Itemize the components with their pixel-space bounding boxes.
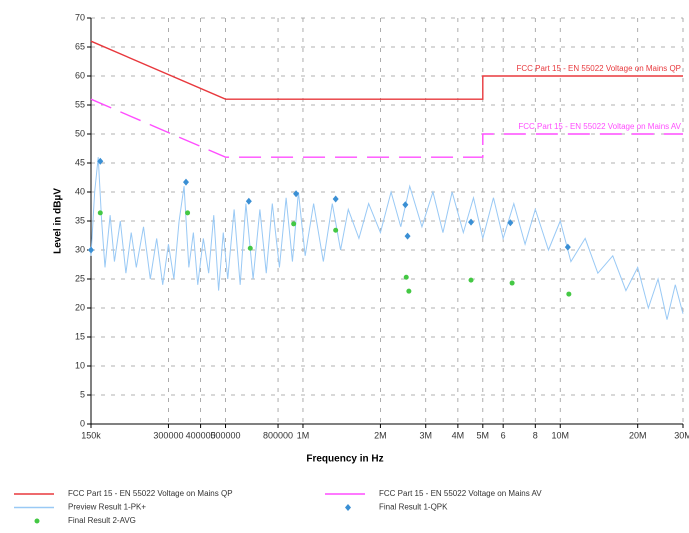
x-tick-label: 8 — [533, 430, 538, 440]
x-tick-label: 1M — [297, 430, 310, 440]
x-tick-label: 3M — [419, 430, 432, 440]
qpk-point — [293, 190, 300, 198]
y-tick-label: 45 — [75, 157, 85, 167]
y-tick-label: 25 — [75, 273, 85, 283]
y-tick-label: 70 — [75, 12, 85, 22]
y-tick-label: 40 — [75, 186, 85, 196]
qpk-point — [245, 197, 252, 205]
qpk-point — [332, 195, 339, 203]
x-tick-label: 5M — [477, 430, 490, 440]
legend-label: Final Result 2-AVG — [68, 516, 136, 525]
qpk-point — [507, 219, 514, 227]
x-tick-label: 10M — [551, 430, 569, 440]
qpk-point — [88, 246, 94, 254]
series-line — [90, 157, 684, 320]
avg-point — [333, 227, 339, 233]
x-tick-label: 30M — [674, 430, 689, 440]
legend-label: FCC Part 15 - EN 55022 Voltage on Mains … — [68, 489, 233, 498]
qpk-point — [97, 157, 104, 165]
y-tick-label: 65 — [75, 41, 85, 51]
y-tick-label: 55 — [75, 99, 85, 109]
y-tick-label: 35 — [75, 215, 85, 225]
avg-point — [406, 288, 412, 294]
limit-annotation: FCC Part 15 - EN 55022 Voltage on Mains … — [516, 64, 681, 73]
avg-point — [34, 518, 40, 524]
x-tick-label: 6 — [501, 430, 506, 440]
series-line — [90, 40, 683, 100]
avg-point — [247, 245, 253, 251]
qpk-point — [345, 504, 351, 511]
avg-point — [566, 291, 572, 297]
y-tick-label: 10 — [75, 360, 85, 370]
x-tick-label: 2M — [374, 430, 387, 440]
x-axis-label: Frequency in Hz — [306, 454, 383, 465]
avg-point — [185, 210, 191, 216]
x-tick-label: 150k — [81, 430, 101, 440]
y-tick-label: 30 — [75, 244, 85, 254]
series-line — [90, 98, 683, 158]
avg-point — [403, 274, 409, 280]
x-tick-label: 4M — [452, 430, 465, 440]
qpk-point — [404, 232, 411, 240]
y-tick-label: 20 — [75, 302, 85, 312]
y-tick-label: 15 — [75, 331, 85, 341]
x-tick-label: 400000 — [186, 430, 216, 440]
x-tick-label: 300000 — [153, 430, 183, 440]
legend-label: Final Result 1-QPK — [379, 503, 448, 512]
qpk-point — [182, 178, 189, 186]
qpk-point — [468, 218, 475, 226]
limit-annotation: FCC Part 15 - EN 55022 Voltage on Mains … — [518, 122, 681, 131]
x-tick-label: 500000 — [211, 430, 241, 440]
qpk-point — [564, 243, 571, 251]
y-tick-label: 0 — [80, 418, 85, 428]
legend-label: Preview Result 1-PK+ — [68, 503, 146, 512]
y-tick-label: 60 — [75, 70, 85, 80]
x-tick-label: 20M — [629, 430, 647, 440]
avg-point — [468, 277, 474, 283]
avg-point — [509, 280, 515, 286]
x-tick-label: 800000 — [263, 430, 293, 440]
y-tick-label: 50 — [75, 128, 85, 138]
qpk-point — [402, 201, 409, 209]
avg-point — [291, 221, 297, 227]
y-axis-label: Level in dBµV — [53, 188, 64, 254]
legend-label: FCC Part 15 - EN 55022 Voltage on Mains … — [379, 489, 542, 498]
avg-point — [97, 210, 103, 216]
y-tick-label: 5 — [80, 389, 85, 399]
